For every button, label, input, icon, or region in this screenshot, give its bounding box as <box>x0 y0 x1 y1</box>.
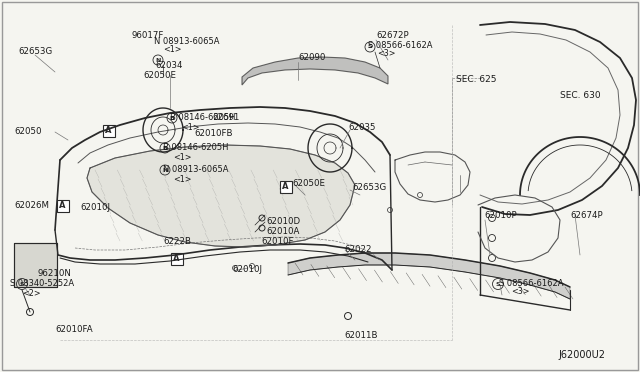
Text: <3>: <3> <box>377 49 396 58</box>
Text: 62010D: 62010D <box>266 217 300 225</box>
Text: 96210N: 96210N <box>38 269 72 279</box>
Text: A: A <box>105 126 112 135</box>
Text: B: B <box>163 145 168 151</box>
Text: <1>: <1> <box>173 153 191 161</box>
Polygon shape <box>87 145 355 247</box>
Text: 62010P: 62010P <box>484 212 516 221</box>
Text: 62010A: 62010A <box>266 227 300 235</box>
Text: SEC. 630: SEC. 630 <box>560 90 600 99</box>
Text: <1>: <1> <box>181 122 200 131</box>
Text: S 08340-5252A: S 08340-5252A <box>10 279 74 289</box>
Text: 62050E: 62050E <box>143 71 176 80</box>
Text: 96017F: 96017F <box>132 32 164 41</box>
Text: <3>: <3> <box>511 288 529 296</box>
Text: 62653G: 62653G <box>352 183 387 192</box>
Text: 62034: 62034 <box>155 61 182 70</box>
FancyBboxPatch shape <box>280 180 291 192</box>
Text: 62653G: 62653G <box>18 48 52 57</box>
Text: 62010FA: 62010FA <box>55 326 93 334</box>
Text: 62672P: 62672P <box>376 32 408 41</box>
Polygon shape <box>288 253 570 299</box>
Text: S: S <box>368 45 372 49</box>
FancyBboxPatch shape <box>170 253 182 264</box>
Text: B: B <box>170 115 175 121</box>
Text: 62010J: 62010J <box>80 202 110 212</box>
Text: 6222B: 6222B <box>163 237 191 246</box>
Text: N 08913-6065A: N 08913-6065A <box>154 38 220 46</box>
Text: <2>: <2> <box>22 289 40 298</box>
Text: S 08566-6162A: S 08566-6162A <box>499 279 563 288</box>
Text: 62090: 62090 <box>298 52 325 61</box>
Text: S: S <box>20 282 24 286</box>
Text: S 08566-6162A: S 08566-6162A <box>368 41 433 49</box>
Text: N 08913-6065A: N 08913-6065A <box>163 166 228 174</box>
FancyBboxPatch shape <box>102 125 115 137</box>
Text: A: A <box>173 254 180 263</box>
FancyBboxPatch shape <box>56 199 68 212</box>
Polygon shape <box>242 57 388 85</box>
Text: 62010FB: 62010FB <box>194 129 232 138</box>
Text: 62035: 62035 <box>348 124 376 132</box>
Text: 62022: 62022 <box>344 244 371 253</box>
Text: B 08146-6205H: B 08146-6205H <box>170 113 236 122</box>
Text: <1>: <1> <box>163 45 182 55</box>
Text: J62000U2: J62000U2 <box>558 350 605 360</box>
Text: 62010F: 62010F <box>261 237 294 246</box>
Text: 62026M: 62026M <box>14 201 49 209</box>
Text: 62010J: 62010J <box>232 266 262 275</box>
Text: 62691: 62691 <box>212 113 239 122</box>
Text: <1>: <1> <box>173 174 191 183</box>
Text: 62011B: 62011B <box>344 331 378 340</box>
Text: N: N <box>156 58 161 62</box>
Text: 62674P: 62674P <box>570 211 603 219</box>
Text: B 08146-6205H: B 08146-6205H <box>163 144 228 153</box>
Text: N: N <box>163 167 168 173</box>
Text: SEC. 625: SEC. 625 <box>456 76 497 84</box>
Text: 62050: 62050 <box>14 128 42 137</box>
Polygon shape <box>14 243 57 287</box>
Text: A: A <box>60 201 66 210</box>
Text: A: A <box>282 182 289 191</box>
Text: 62050E: 62050E <box>292 179 325 187</box>
Text: S: S <box>496 282 500 286</box>
